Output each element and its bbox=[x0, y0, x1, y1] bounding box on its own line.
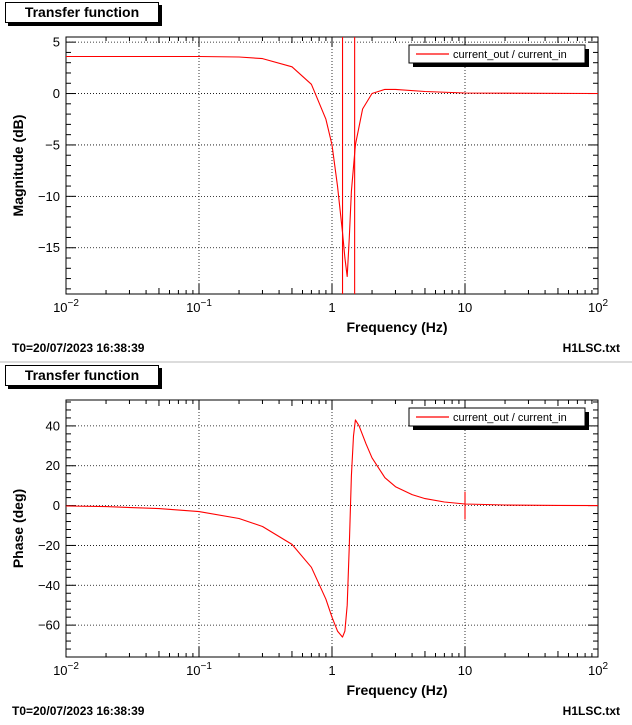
phase-y-tick-label: 40 bbox=[46, 418, 60, 433]
magnitude-t0-label: T0=20/07/2023 16:38:39 bbox=[12, 341, 145, 355]
magnitude-panel: 5 0 −5 −10 −15 10−2 10−1 1 10 102 Frequency (Hz) Ma… bbox=[0, 0, 632, 362]
phase-x-tick-label: 10−1 bbox=[186, 661, 212, 678]
phase-y-axis-label: Phase (deg) bbox=[10, 489, 26, 568]
magnitude-y-tick-label: −5 bbox=[45, 137, 60, 152]
phase-x-tick-label: 102 bbox=[588, 661, 608, 678]
magnitude-x-tick-label: 10−2 bbox=[53, 298, 79, 315]
phase-y-tick-label: −60 bbox=[38, 618, 60, 633]
phase-y-tick-label: 0 bbox=[53, 498, 60, 513]
magnitude-legend-box bbox=[408, 44, 586, 64]
phase-title-box: Transfer function bbox=[5, 365, 159, 386]
magnitude-x-tick-label: 10 bbox=[458, 300, 472, 315]
phase-plot-frame bbox=[65, 399, 599, 658]
phase-x-axis-label: Frequency (Hz) bbox=[346, 682, 447, 698]
phase-x-tick-label: 10−2 bbox=[53, 661, 79, 678]
phase-legend-box bbox=[408, 407, 586, 427]
magnitude-y-tick-label: −15 bbox=[38, 240, 60, 255]
magnitude-y-tick-label: 0 bbox=[53, 86, 60, 101]
phase-legend-label: current_out / current_in bbox=[453, 412, 567, 424]
phase-panel: 40 20 0 −20 −40 −60 10−2 10−1 1 10 102 Frequency (H… bbox=[0, 363, 632, 725]
phase-x-tick-label: 10 bbox=[458, 663, 472, 678]
phase-series-line bbox=[66, 419, 598, 638]
magnitude-x-tick-label: 10−1 bbox=[186, 298, 212, 315]
phase-t0-label: T0=20/07/2023 16:38:39 bbox=[12, 704, 145, 718]
phase-y-tick-label: −40 bbox=[38, 578, 60, 593]
magnitude-plot-frame bbox=[65, 36, 599, 295]
magnitude-x-tick-label: 1 bbox=[328, 300, 335, 315]
phase-plot: 40 20 0 −20 −40 −60 10−2 10−1 1 10 102 Frequency (H… bbox=[10, 399, 608, 698]
magnitude-y-tick-label: −10 bbox=[38, 189, 60, 204]
magnitude-plot: 5 0 −5 −10 −15 10−2 10−1 1 10 102 Frequency (Hz) Ma… bbox=[10, 35, 608, 335]
magnitude-x-axis-label: Frequency (Hz) bbox=[346, 319, 447, 335]
phase-file-label: H1LSC.txt bbox=[562, 704, 620, 718]
phase-x-tick-label: 1 bbox=[328, 663, 335, 678]
magnitude-legend-label: current_out / current_in bbox=[453, 49, 567, 61]
magnitude-series-line bbox=[66, 55, 598, 278]
magnitude-y-tick-label: 5 bbox=[53, 35, 60, 50]
magnitude-y-axis-label: Magnitude (dB) bbox=[10, 115, 26, 217]
phase-y-tick-label: −20 bbox=[38, 538, 60, 553]
magnitude-x-tick-label: 102 bbox=[588, 298, 608, 315]
magnitude-title-box: Transfer function bbox=[5, 2, 159, 23]
magnitude-file-label: H1LSC.txt bbox=[562, 341, 620, 355]
phase-y-tick-label: 20 bbox=[46, 458, 60, 473]
